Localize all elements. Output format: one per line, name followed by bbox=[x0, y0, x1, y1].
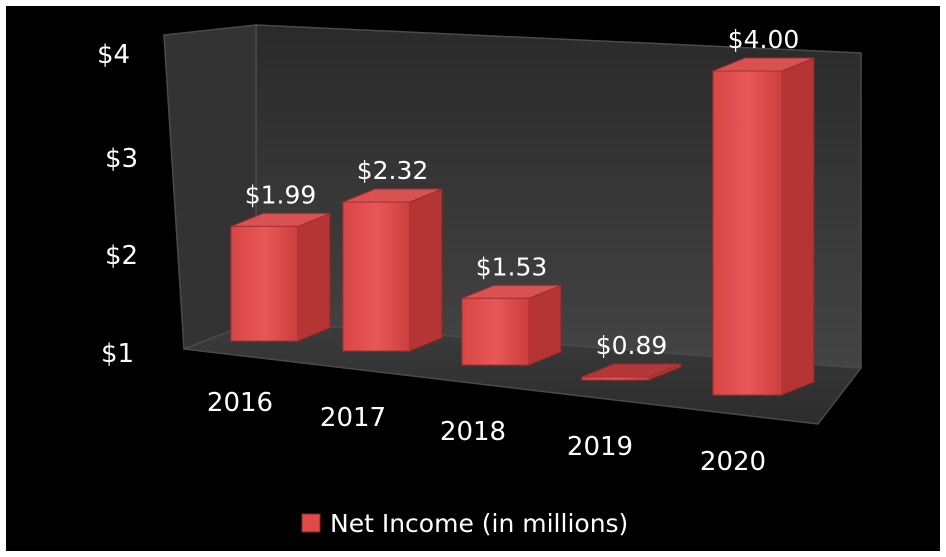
data-label: $0.89 bbox=[596, 331, 668, 360]
legend-label: Net Income (in millions) bbox=[330, 509, 628, 538]
bar-2020: $4.00 bbox=[712, 25, 815, 396]
data-label: $1.53 bbox=[476, 252, 548, 281]
bar-front bbox=[342, 201, 411, 352]
bar-side bbox=[528, 284, 562, 366]
y-axis-ticks: $1 $2 $3 $4 bbox=[97, 40, 138, 369]
y-tick-label: $3 bbox=[105, 144, 138, 174]
bar-2018: $1.53 bbox=[461, 252, 562, 366]
y-tick-label: $1 bbox=[101, 339, 134, 369]
bars: $1.99 $2.32 $1.53 $0.89 $4.00 bbox=[230, 25, 815, 396]
bar-side bbox=[409, 188, 443, 352]
x-tick-label: 2020 bbox=[700, 447, 766, 477]
x-axis-ticks: 2016 2017 2018 2019 2020 bbox=[207, 388, 766, 477]
bar-front bbox=[461, 297, 530, 366]
x-tick-label: 2016 bbox=[207, 388, 273, 418]
bar-front bbox=[712, 70, 783, 396]
bar-side bbox=[297, 212, 331, 342]
bar-2016: $1.99 bbox=[230, 180, 331, 342]
x-tick-label: 2018 bbox=[440, 417, 506, 447]
legend-swatch bbox=[301, 513, 321, 533]
bar-front bbox=[230, 225, 299, 342]
data-label: $1.99 bbox=[245, 180, 317, 209]
x-tick-label: 2019 bbox=[567, 432, 633, 462]
bar-2019: $0.89 bbox=[581, 331, 682, 381]
bar-2017: $2.32 bbox=[342, 156, 443, 352]
net-income-chart: $1 $2 $3 $4 $1.99 $2.32 $1.53 $0.89 $4.00 2016 2… bbox=[6, 6, 940, 551]
legend: Net Income (in millions) bbox=[301, 509, 628, 538]
bar-front bbox=[581, 376, 650, 381]
y-tick-label: $4 bbox=[97, 40, 130, 70]
x-tick-label: 2017 bbox=[320, 403, 386, 433]
chart-canvas: $1$2$3$4 $1.99$2.32$1.53$0.89$4.00 2016 2… bbox=[97, 24, 863, 538]
y-tick-label: $2 bbox=[105, 241, 138, 271]
bar-side bbox=[781, 57, 815, 396]
data-label: $4.00 bbox=[728, 25, 800, 54]
data-label: $2.32 bbox=[357, 156, 429, 185]
